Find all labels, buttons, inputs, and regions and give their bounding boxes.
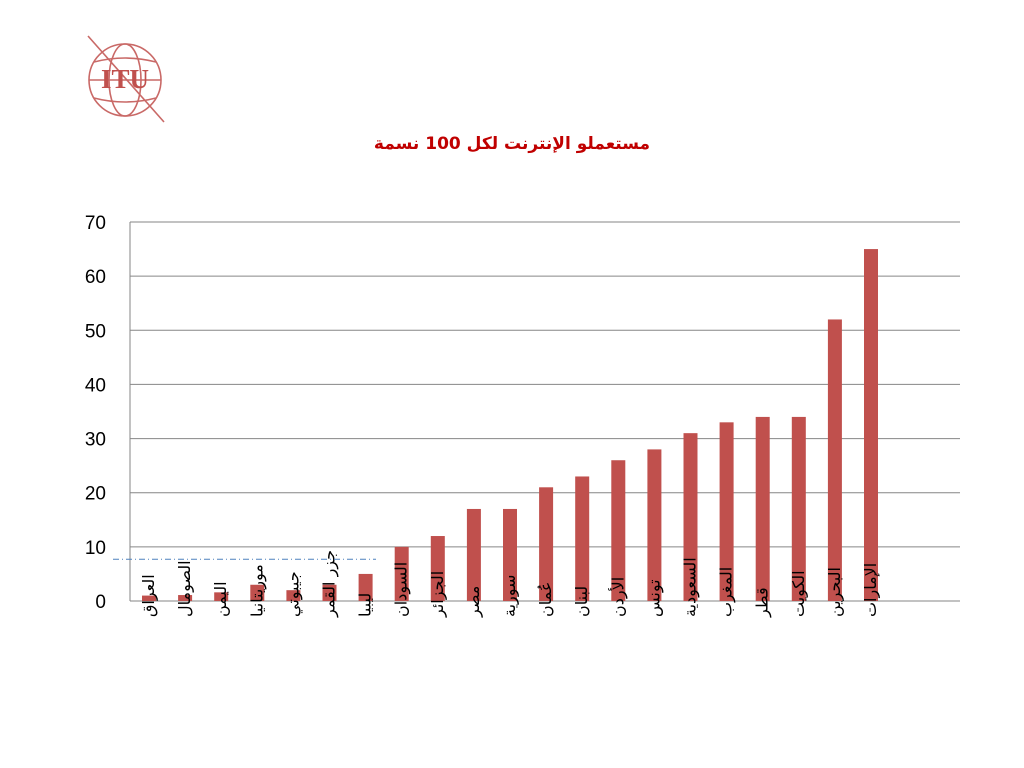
- x-tick-label: الإمارات: [861, 563, 881, 617]
- x-tick-label: مصر: [464, 586, 484, 618]
- x-tick-label: موريتانيا: [247, 564, 267, 617]
- bar: [430, 536, 445, 601]
- x-tick-label: عُمان: [536, 582, 555, 617]
- bar: [827, 319, 842, 601]
- bar: [755, 416, 770, 601]
- x-tick-label: الجزائر: [428, 571, 448, 618]
- bar: [647, 449, 662, 601]
- bar: [791, 416, 806, 601]
- y-tick-label: 30: [85, 430, 106, 451]
- y-tick-label: 50: [85, 321, 106, 342]
- x-tick-label: المغرب: [717, 567, 737, 617]
- x-tick-label: تونس: [644, 579, 664, 617]
- bar: [286, 590, 301, 601]
- y-tick-label: 70: [85, 213, 106, 234]
- x-tick-label: الأردن: [607, 577, 628, 617]
- x-axis-ticks: العراق الصومال اليمن موريتانيا جيبوتي جزر الق…: [139, 550, 881, 618]
- itu-logo: ITU: [87, 35, 165, 123]
- x-tick-label: اليمن: [211, 581, 231, 617]
- x-tick-label: البحرين: [825, 567, 845, 617]
- x-tick-label: قطر: [753, 587, 773, 618]
- y-tick-label: 10: [85, 538, 106, 559]
- x-tick-label: جيبوتي: [283, 571, 303, 617]
- bar: [178, 595, 193, 601]
- x-tick-label: الصومال: [175, 560, 195, 617]
- y-axis-ticks: 0 10 20 30 40 50 60 70: [85, 213, 106, 613]
- logo-text: ITU: [101, 64, 149, 94]
- x-tick-label: ليبيا: [356, 593, 375, 617]
- x-tick-label: السعودية: [681, 557, 701, 617]
- y-tick-label: 0: [95, 592, 106, 613]
- x-tick-label: جزر القمر: [320, 550, 340, 618]
- x-tick-label: السودان: [392, 562, 412, 617]
- bar: [466, 508, 481, 601]
- bar: [719, 422, 734, 601]
- y-tick-label: 20: [85, 484, 106, 505]
- x-tick-label: لبنان: [572, 586, 591, 617]
- grid-lines: [129, 221, 960, 602]
- bar: [503, 508, 517, 601]
- bar: [322, 584, 337, 601]
- bar: [394, 546, 409, 601]
- x-tick-label: الكويت: [789, 570, 809, 617]
- bar: [539, 487, 554, 601]
- bar: [142, 595, 156, 601]
- bar: [864, 249, 878, 602]
- bars: [142, 249, 878, 602]
- bar: [611, 460, 626, 601]
- y-tick-label: 40: [85, 375, 106, 396]
- bar: [358, 573, 373, 601]
- x-tick-label: العراق: [139, 574, 159, 617]
- bar: [683, 433, 698, 601]
- chart-title: مستعملو الإنترنت لكل 100 نسمة: [373, 134, 651, 154]
- y-tick-label: 60: [85, 267, 106, 288]
- bar: [214, 592, 229, 601]
- bar: [575, 476, 590, 601]
- bar: [250, 584, 265, 601]
- x-tick-label: سورية: [500, 575, 520, 617]
